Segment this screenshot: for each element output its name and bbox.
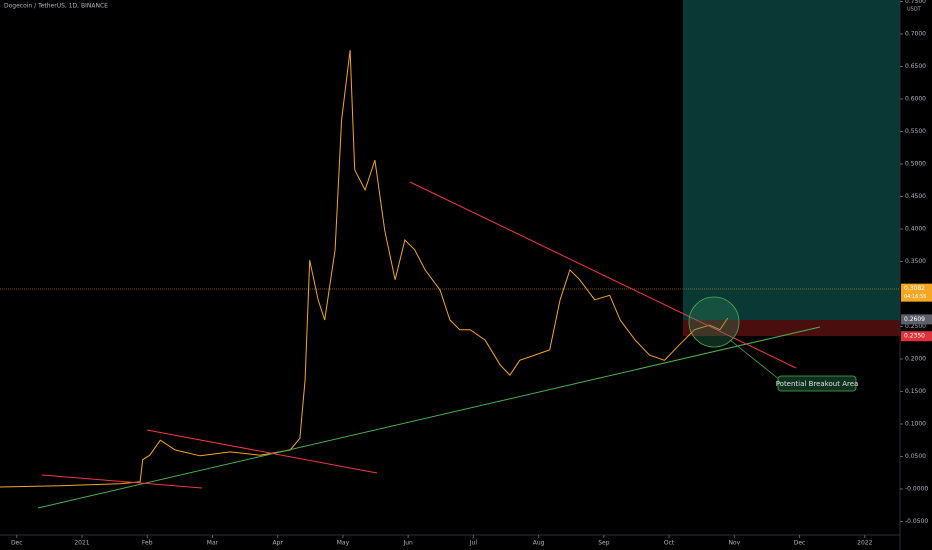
resistance-line xyxy=(409,181,797,369)
y-tick-label: 0.6500 xyxy=(905,63,926,70)
y-tick-label: 0.5000 xyxy=(905,160,926,167)
x-tick-label: Oct xyxy=(664,540,675,547)
x-tick-label: Feb xyxy=(142,540,153,547)
x-tick-label: Apr xyxy=(272,540,283,547)
price-label-box xyxy=(901,331,932,342)
price-label: 0.2609 xyxy=(904,316,925,323)
x-tick-label: Jun xyxy=(402,540,413,547)
y-tick-label: 0.4000 xyxy=(905,225,926,232)
x-tick-label: Nov xyxy=(728,540,740,547)
callout-line xyxy=(729,339,781,381)
support-line xyxy=(37,326,821,509)
y-tick-label: 0.4500 xyxy=(905,193,926,200)
price-label: 0.2350 xyxy=(904,333,925,340)
x-tick-label: Jul xyxy=(469,540,478,547)
y-tick-label: 0.2500 xyxy=(905,323,926,330)
x-tick-label: Aug xyxy=(533,540,545,547)
countdown: 04:16:56 xyxy=(904,294,926,300)
price-label: 0.3082 xyxy=(904,285,925,292)
annotation-box xyxy=(777,375,857,392)
target-zone xyxy=(683,0,900,320)
y-tick-label: -0.0000 xyxy=(905,485,928,492)
x-tick-label: 2021 xyxy=(74,540,89,547)
resistance-line xyxy=(146,429,378,474)
annotation: Potential Breakout Area xyxy=(776,380,859,388)
x-tick-label: Mar xyxy=(207,540,219,547)
plot xyxy=(0,50,729,488)
y-tick-label: 0.0500 xyxy=(905,453,926,460)
y-unit: USDT xyxy=(907,7,922,13)
y-tick-label: 0.2000 xyxy=(905,355,926,362)
y-tick-label: 0.6000 xyxy=(905,95,926,102)
resistance-line xyxy=(41,474,203,489)
x-tick-label: 2022 xyxy=(857,540,872,547)
y-tick-label: 0.3500 xyxy=(905,258,926,265)
price-label-box xyxy=(901,314,932,325)
price-line xyxy=(0,50,729,488)
x-tick-label: May xyxy=(337,540,350,547)
y-tick-label: 0.7500 xyxy=(905,0,926,5)
y-tick-label: 0.1000 xyxy=(905,420,926,427)
x-tick-label: Sep xyxy=(598,540,610,547)
price-label-box xyxy=(901,283,932,302)
y-tick-label: 0.5500 xyxy=(905,128,926,135)
y-tick-label: -0.0500 xyxy=(905,518,928,525)
y-tick-label: 0.1500 xyxy=(905,388,926,395)
y-tick-label: 0.7000 xyxy=(905,30,926,37)
chart-title: Dogecoin / TetherUS, 1D, BINANCE xyxy=(4,3,108,10)
breakout-circle xyxy=(688,296,740,348)
x-tick-label: Dec xyxy=(794,540,806,547)
x-tick-label: Dec xyxy=(11,540,23,547)
